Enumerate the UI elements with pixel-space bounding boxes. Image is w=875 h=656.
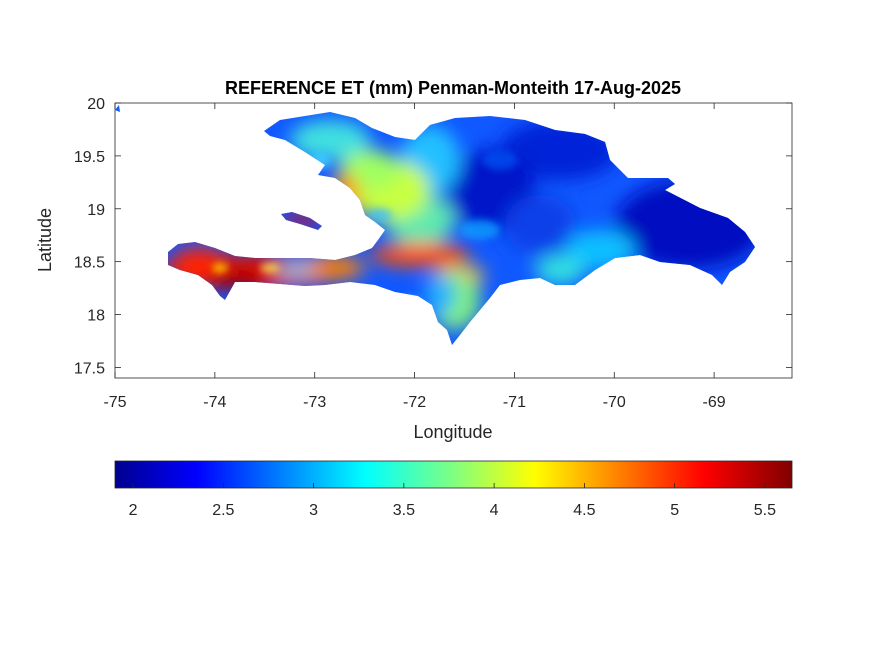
y-tick-label: 18.5 <box>74 255 105 272</box>
colorbar-tick-label: 4 <box>490 502 499 519</box>
y-axis-ticks: 17.5 18 18.5 19 19.5 20 <box>74 96 792 377</box>
y-tick-label: 19 <box>87 202 105 219</box>
colorbar-tick-label: 2 <box>129 502 138 519</box>
x-tick-label: -70 <box>603 394 626 411</box>
y-tick-label: 17.5 <box>74 360 105 377</box>
colorbar-tick-label: 5.5 <box>754 502 776 519</box>
y-tick-label: 18 <box>87 308 105 325</box>
x-tick-label: -74 <box>203 394 226 411</box>
colorbar-tick-label: 3.5 <box>393 502 415 519</box>
x-tick-label: -73 <box>303 394 326 411</box>
x-tick-label: -72 <box>403 394 426 411</box>
colorbar-tick-label: 2.5 <box>212 502 234 519</box>
colorbar <box>114 460 793 489</box>
y-axis-label: Latitude <box>35 208 55 272</box>
y-tick-label: 20 <box>87 96 105 113</box>
x-axis-ticks: -75 -74 -73 -72 -71 -70 -69 <box>103 103 726 411</box>
colorbar-tick-label: 4.5 <box>573 502 595 519</box>
colorbar-tick-label: 5 <box>670 502 679 519</box>
x-axis-label: Longitude <box>413 422 492 442</box>
y-tick-label: 19.5 <box>74 149 105 166</box>
colorbar-ticks: 2 2.5 3 3.5 4 4.5 5 5.5 <box>129 483 776 519</box>
x-tick-label: -71 <box>503 394 526 411</box>
x-tick-label: -75 <box>103 394 126 411</box>
x-tick-label: -69 <box>703 394 726 411</box>
chart-title: REFERENCE ET (mm) Penman-Monteith 17-Aug… <box>225 78 681 98</box>
colorbar-tick-label: 3 <box>309 502 318 519</box>
